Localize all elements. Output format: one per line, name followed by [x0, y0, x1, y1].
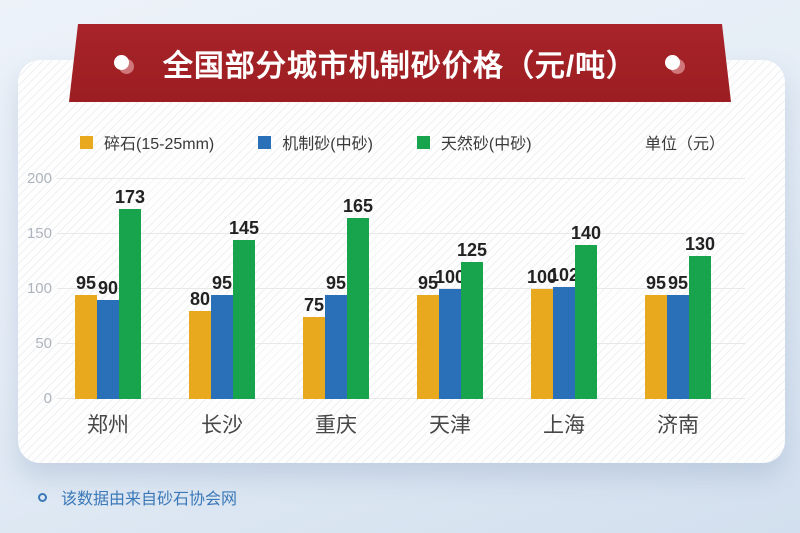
unit-label: 单位（元）	[644, 136, 725, 153]
bar-group: 75 95 165	[303, 196, 373, 399]
banner-dot-left-icon	[114, 55, 129, 70]
bar-value-label: 95	[417, 272, 439, 293]
bar: 145	[229, 218, 259, 399]
chart-card: 碎石(15-25mm) 机制砂(中砂) 天然砂(中砂) 单位（元） 0 50 100 150…	[18, 60, 785, 463]
bar: 125	[457, 240, 487, 399]
banner-dot-right-icon	[665, 55, 680, 70]
y-tick-label: 150	[26, 225, 52, 242]
bar-group: 95 95 130	[645, 234, 715, 399]
bar-value-label: 140	[570, 223, 602, 243]
bar: 95	[325, 273, 347, 399]
bar-value-label: 95	[211, 272, 233, 293]
bar-group: 100 102 140	[527, 223, 601, 399]
y-tick-label: 0	[43, 390, 52, 407]
bar-value-label: 95	[667, 272, 689, 293]
gridlines	[57, 178, 745, 399]
x-axis-labels: 郑州 长沙 重庆 天津 上海 济南	[75, 409, 711, 439]
legend-swatch	[416, 135, 430, 149]
bar: 95	[645, 273, 667, 399]
x-axis-label: 天津	[429, 414, 471, 437]
bar-value-label: 95	[75, 272, 97, 293]
x-axis-label: 济南	[657, 414, 699, 437]
bar-group: 80 95 145	[189, 218, 259, 399]
bar: 173	[115, 187, 145, 399]
legend-item: 碎石(15-25mm)	[80, 130, 214, 154]
title-banner: 全国部分城市机制砂价格（元/吨）	[69, 24, 731, 102]
bar-group: 95 100 125	[417, 240, 487, 399]
circle-bullet-icon	[38, 492, 47, 502]
bar-value-label: 145	[228, 217, 260, 238]
bar-value-label: 173	[114, 186, 146, 207]
bar-value-label: 100	[526, 267, 558, 287]
y-tick-label: 200	[26, 170, 52, 187]
gridline	[57, 233, 745, 234]
legend-label: 碎石(15-25mm)	[104, 136, 215, 153]
x-axis-label: 上海	[543, 414, 585, 437]
bar: 95	[75, 273, 97, 399]
chart-legend: 碎石(15-25mm) 机制砂(中砂) 天然砂(中砂) 单位（元）	[80, 130, 743, 154]
bar-value-label: 95	[325, 272, 347, 293]
bar-group: 95 90 173	[75, 187, 145, 399]
bar-value-label: 165	[342, 195, 374, 216]
legend-item: 机制砂(中砂)	[258, 130, 373, 154]
gridline	[57, 343, 745, 344]
y-tick-label: 100	[26, 280, 52, 297]
bar-value-label: 125	[456, 239, 488, 260]
bar: 75	[303, 295, 325, 399]
legend-label: 天然砂(中砂)	[440, 136, 532, 153]
legend-swatch	[80, 135, 93, 149]
x-axis-label: 郑州	[87, 414, 129, 437]
bar: 95	[667, 273, 689, 399]
gridline	[57, 178, 745, 179]
bar: 130	[685, 234, 715, 399]
bar-value-label: 75	[303, 294, 325, 315]
bar: 100	[435, 267, 465, 399]
source-note: 该数据由来自砂石协会网	[38, 485, 237, 509]
legend-swatch	[258, 135, 272, 149]
bar-value-label: 95	[645, 272, 667, 293]
bar: 100	[527, 267, 557, 399]
y-tick-label: 50	[35, 335, 52, 352]
bar: 95	[211, 273, 233, 399]
x-axis-label: 长沙	[201, 414, 243, 437]
bar: 90	[97, 278, 119, 399]
bar: 80	[189, 289, 211, 399]
bar-value-label: 90	[97, 278, 119, 298]
bar-value-label: 100	[434, 267, 466, 287]
gridline	[57, 398, 745, 399]
bar: 102	[549, 265, 579, 399]
legend-item: 天然砂(中砂)	[416, 130, 532, 154]
source-note-text: 该数据由来自砂石协会网	[61, 491, 238, 508]
legend-label: 机制砂(中砂)	[282, 136, 373, 153]
page-title: 全国部分城市机制砂价格（元/吨）	[162, 50, 638, 83]
gridline	[57, 288, 745, 289]
bar-value-label: 102	[548, 264, 580, 285]
x-axis-label: 重庆	[315, 414, 357, 437]
bar-groups: 95 90 173 80 95 145 75 95 165 95 100 125 100 102 140 95…	[75, 169, 715, 399]
y-axis-labels: 0 50 100 150 200	[18, 170, 58, 407]
bar: 95	[417, 273, 439, 399]
bar: 140	[571, 223, 601, 399]
bar-value-label: 80	[189, 289, 211, 309]
bar: 165	[343, 196, 373, 399]
bar-value-label: 130	[684, 234, 716, 254]
